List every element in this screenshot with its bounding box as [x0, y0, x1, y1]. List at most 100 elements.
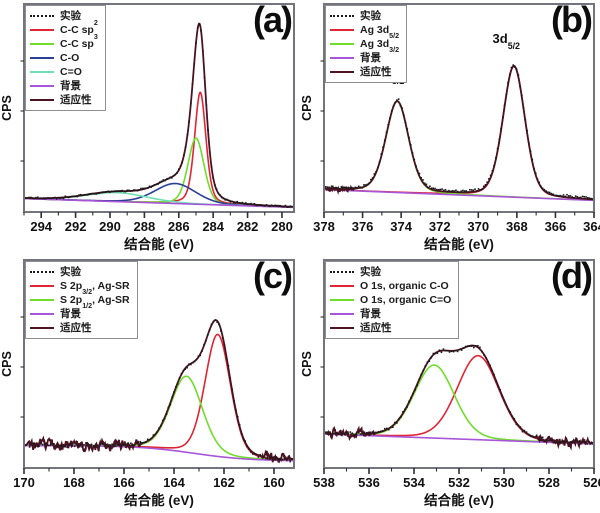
experiment-dot	[148, 439, 151, 441]
experiment-dot	[172, 175, 175, 177]
experiment-dot	[205, 339, 207, 342]
experiment-dot	[566, 440, 568, 443]
experiment-dot	[578, 196, 580, 199]
experiment-dot	[214, 319, 217, 321]
experiment-dot	[279, 204, 282, 207]
experiment-dot	[396, 422, 398, 424]
experiment-dot	[564, 441, 566, 443]
legend-label: C=O	[60, 65, 82, 78]
experiment-dot	[333, 432, 335, 435]
line-swatch	[330, 285, 354, 287]
experiment-dot	[396, 99, 398, 101]
experiment-dot	[359, 433, 362, 435]
experiment-dot	[257, 456, 260, 458]
experiment-dot	[150, 186, 153, 188]
x-tick-label: 526	[583, 475, 600, 490]
experiment-dot	[548, 191, 551, 194]
experiment-dot	[430, 356, 433, 359]
experiment-dot	[413, 158, 416, 161]
experiment-dot	[364, 184, 367, 186]
experiment-dot	[416, 384, 418, 387]
experiment-dot	[388, 428, 390, 431]
experiment-dot	[218, 323, 220, 326]
experiment-dot	[467, 191, 469, 194]
experiment-dot	[122, 190, 125, 193]
legend-item: S 2p3/2, Ag-SR	[30, 279, 130, 296]
experiment-dot	[541, 187, 544, 190]
curve-experiment-b	[323, 64, 594, 200]
experiment-dot	[375, 170, 377, 173]
experiment-dot	[141, 442, 143, 444]
experiment-dot	[246, 445, 248, 448]
experiment-dot	[497, 385, 499, 388]
experiment-dot	[32, 442, 35, 445]
experiment-dot	[585, 196, 587, 198]
x-tick-label: 372	[429, 219, 451, 234]
curve-component-d-0	[323, 354, 595, 445]
experiment-dot	[205, 104, 208, 106]
experiment-dot	[229, 377, 232, 379]
experiment-dot	[137, 441, 140, 444]
experiment-dot	[555, 194, 558, 197]
line-swatch	[330, 57, 354, 59]
experiment-dot	[220, 330, 222, 332]
experiment-dot	[73, 195, 75, 198]
experiment-dot	[49, 197, 51, 200]
experiment-dot	[426, 361, 429, 364]
experiment-dot	[379, 430, 382, 433]
curve-component-b-0	[323, 65, 595, 201]
experiment-dot	[404, 122, 407, 124]
experiment-dot	[226, 198, 228, 201]
panel-d: 538536534532530528526结合能 (eV)CPS(d)实验O 1…	[300, 256, 600, 513]
x-axis-label: 结合能 (eV)	[424, 492, 494, 508]
experiment-dot	[174, 173, 177, 176]
experiment-dot	[373, 433, 376, 435]
x-axis-label: 结合能 (eV)	[424, 236, 494, 252]
legend-c: 实验 S 2p3/2, Ag-SR S 2p1/2, Ag-SR 背景 适应性	[25, 261, 138, 339]
experiment-dot	[371, 177, 374, 179]
experiment-dot	[543, 440, 546, 443]
legend-label: 适应性	[60, 321, 92, 334]
axes-box	[23, 3, 295, 213]
experiment-dot	[100, 442, 102, 445]
experiment-dot	[154, 433, 157, 435]
experiment-dot	[43, 442, 46, 445]
experiment-dot	[161, 419, 164, 422]
experiment-dot	[222, 197, 225, 200]
experiment-dot	[356, 186, 358, 189]
legend-item: 背景	[30, 79, 98, 93]
experiment-dot	[574, 195, 577, 197]
experiment-dot	[165, 178, 168, 180]
experiment-dot	[446, 349, 449, 352]
experiment-dot	[416, 170, 419, 172]
x-tick-label: 376	[352, 219, 374, 234]
experiment-dot	[47, 196, 49, 199]
experiment-dot	[566, 193, 568, 196]
experiment-dot	[117, 190, 120, 192]
experiment-dot	[410, 396, 412, 399]
experiment-dot	[259, 453, 262, 456]
experiment-dot	[408, 136, 410, 139]
experiment-dot	[36, 196, 39, 199]
experiment-dot	[52, 196, 55, 199]
experiment-dot	[343, 433, 346, 435]
experiment-dot	[487, 361, 489, 363]
experiment-dot	[582, 441, 584, 443]
experiment-dot	[55, 444, 57, 447]
experiment-dot	[109, 444, 112, 446]
experiment-dot	[239, 202, 242, 204]
experiment-dot	[91, 192, 94, 195]
experiment-dot	[64, 445, 67, 448]
plot-d: 538 536 534 532 530 528 526 结合能 (eV) CPS	[300, 259, 600, 508]
experiment-dot	[49, 444, 52, 446]
experiment-dot	[47, 444, 50, 447]
legend-item: 适应性	[330, 65, 399, 79]
experiment-dot	[491, 369, 493, 372]
experiment-dot	[503, 399, 506, 402]
experiment-dot	[229, 200, 232, 203]
experiment-dot	[291, 206, 294, 208]
experiment-dot	[245, 202, 247, 204]
y-axis-label: CPS	[0, 95, 14, 121]
experiment-dot	[338, 187, 341, 190]
experiment-dot	[217, 192, 220, 195]
